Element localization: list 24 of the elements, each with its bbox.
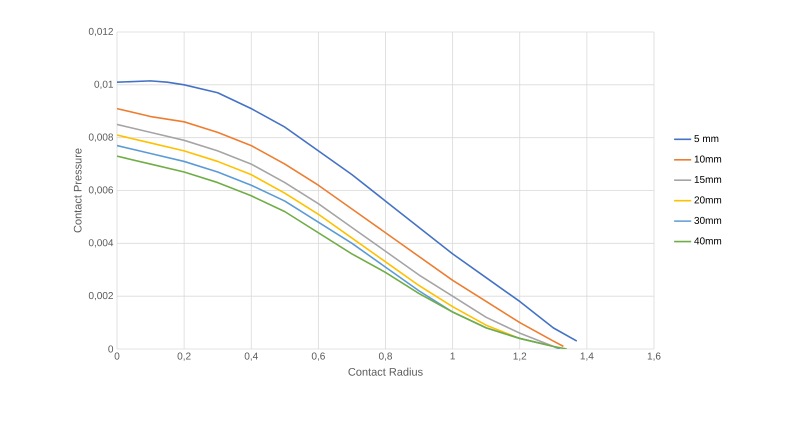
x-tick-label: 0,6 [312,352,325,361]
legend-label: 20mm [694,196,722,204]
y-tick-label: 0,002 [88,292,113,300]
legend-label: 30mm [694,216,722,224]
x-tick-label: 1 [450,352,455,360]
y-tick-label: 0,004 [88,239,114,248]
legend-label: 5 mm [694,135,718,142]
y-tick-label: 0,008 [88,134,114,142]
x-tick-label: 0 [114,352,120,360]
x-tick-label: 1,4 [580,352,594,361]
x-tick-label: 1,6 [648,352,661,361]
x-tick-label: 1,2 [514,352,526,361]
x-tick-label: 0,8 [378,352,392,361]
legend-label: 10mm [694,156,722,163]
x-tick-label: 0,2 [178,352,191,361]
y-tick-label: 0,006 [88,186,114,195]
legend-label: 40mm [694,237,722,244]
x-tick-label: 0,4 [244,352,258,361]
y-tick-label: 0 [108,345,114,353]
legend-label: 15mm [694,176,722,183]
y-tick-label: 0,012 [88,28,113,36]
y-axis-title: Contact Pressure [74,148,82,232]
x-axis-title: Contact Radius [348,368,423,376]
y-tick-label: 0,01 [94,80,113,89]
